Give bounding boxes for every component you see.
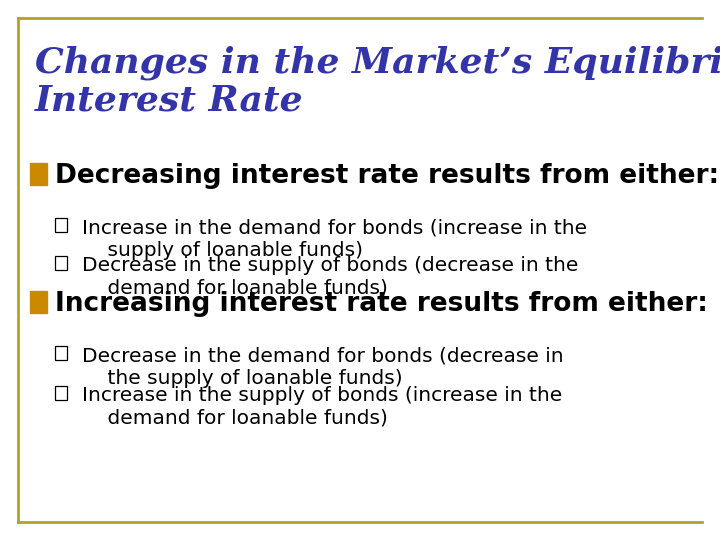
Bar bbox=[55, 346, 67, 360]
Text: Decrease in the demand for bonds (decrease in
    the supply of loanable funds): Decrease in the demand for bonds (decrea… bbox=[82, 346, 564, 388]
Bar bbox=[55, 386, 67, 400]
Text: Decrease in the supply of bonds (decrease in the
    demand for loanable funds): Decrease in the supply of bonds (decreas… bbox=[82, 256, 578, 298]
Text: Changes in the Market’s Equilibrium
Interest Rate: Changes in the Market’s Equilibrium Inte… bbox=[35, 45, 720, 118]
Text: Increase in the demand for bonds (increase in the
    supply of loanable funds): Increase in the demand for bonds (increa… bbox=[82, 218, 587, 260]
Bar bbox=[30, 163, 47, 185]
Bar bbox=[55, 256, 67, 270]
Bar bbox=[55, 218, 67, 232]
Bar bbox=[30, 291, 47, 313]
Text: Increasing interest rate results from either:: Increasing interest rate results from ei… bbox=[55, 291, 708, 317]
Text: Decreasing interest rate results from either:: Decreasing interest rate results from ei… bbox=[55, 163, 719, 189]
Text: Increase in the supply of bonds (increase in the
    demand for loanable funds): Increase in the supply of bonds (increas… bbox=[82, 386, 562, 428]
